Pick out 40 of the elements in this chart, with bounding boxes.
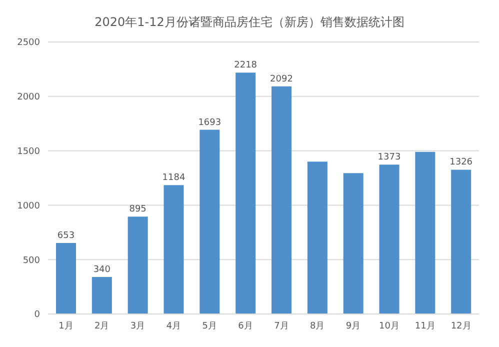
bar — [56, 242, 76, 314]
x-tick-label: 12月 — [450, 321, 472, 332]
x-tick-label: 6月 — [238, 321, 253, 332]
y-tick-label: 1000 — [17, 201, 40, 212]
bar — [415, 152, 436, 314]
bar — [236, 72, 256, 314]
y-tick-label: 0 — [34, 310, 40, 320]
x-tick-label: 9月 — [346, 321, 361, 332]
chart-title: 2020年1-12月份诸暨商品房住宅（新房）销售数据统计图 — [94, 14, 406, 31]
x-tick-label: 5月 — [202, 321, 217, 332]
bar — [379, 164, 400, 314]
y-tick-label: 2000 — [17, 92, 40, 103]
data-label: 895 — [129, 204, 146, 215]
x-tick-label: 7月 — [274, 321, 289, 332]
data-label: 2092 — [270, 74, 293, 84]
data-label: 653 — [57, 230, 75, 241]
x-tick-label: 1月 — [58, 321, 74, 332]
data-label: 340 — [93, 265, 111, 276]
bar — [307, 162, 328, 314]
bar — [128, 216, 148, 314]
data-label: 2218 — [234, 60, 258, 71]
data-label: 1326 — [450, 158, 473, 168]
data-label: 1693 — [198, 118, 222, 128]
x-tick-label: 10月 — [378, 321, 400, 332]
x-tick-label: 11月 — [414, 321, 436, 332]
x-tick-label: 8月 — [310, 321, 325, 332]
bar — [343, 173, 364, 314]
y-tick-label: 500 — [22, 256, 40, 266]
bar — [92, 277, 112, 314]
data-label: 1373 — [378, 152, 401, 163]
bar — [164, 185, 184, 314]
y-tick-label: 2500 — [17, 38, 40, 48]
y-tick-label: 1500 — [17, 146, 40, 157]
x-tick-label: 3月 — [130, 321, 146, 332]
x-tick-label: 4月 — [166, 321, 182, 332]
bar — [451, 170, 472, 314]
data-label: 1184 — [162, 173, 186, 184]
bar — [200, 130, 220, 314]
x-tick-label: 2月 — [94, 321, 110, 332]
bar — [272, 86, 292, 314]
